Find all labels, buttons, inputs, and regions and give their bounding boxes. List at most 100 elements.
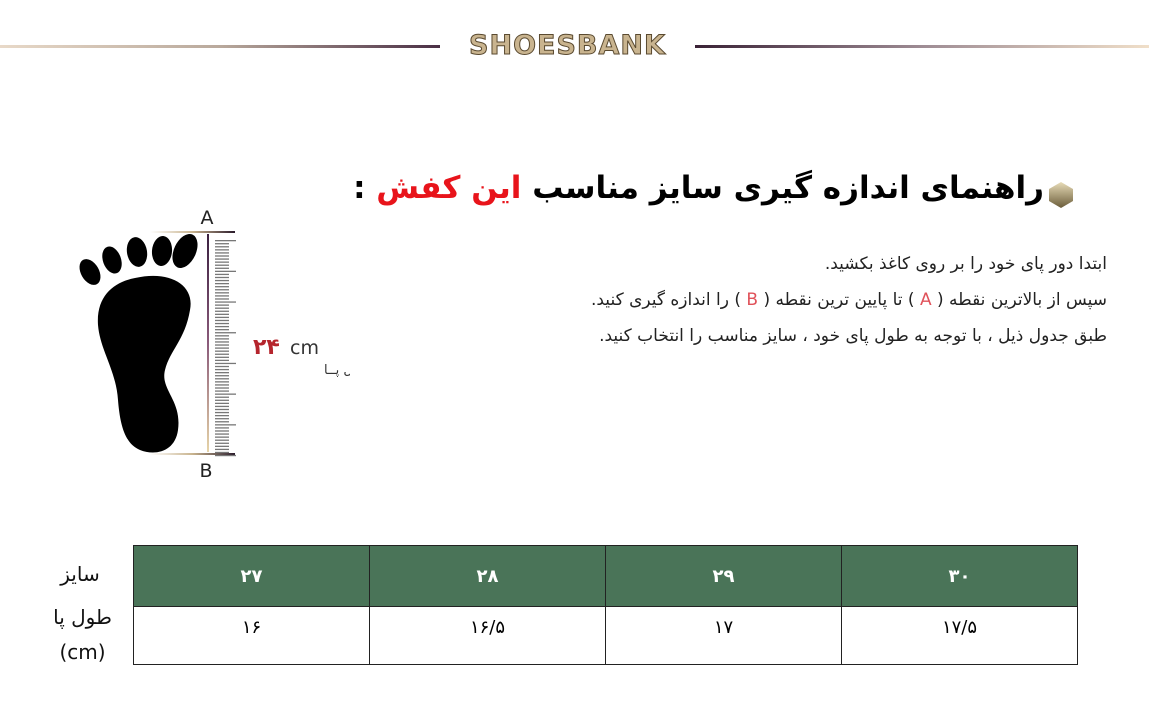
length-value: ۲۴ <box>253 335 280 360</box>
ruler-tick <box>215 454 236 457</box>
instruction-line-3: طبق جدول ذیل ، با توجه به طول پای خود ، … <box>599 326 1107 346</box>
ruler-tick <box>215 273 229 276</box>
ruler-tick <box>215 418 229 420</box>
length-row: ۱۶ ۱۶/۵ ۱۷ ۱۷/۵ <box>133 606 1078 665</box>
ruler-tick <box>215 313 229 315</box>
ruler-tick <box>215 448 229 451</box>
length-row-label: طول پا <box>53 605 112 629</box>
length-unit: cm <box>290 337 319 359</box>
header-divider-right <box>695 45 1149 48</box>
size-cell: ۳۰ <box>841 545 1078 607</box>
ruler-tick <box>215 445 229 447</box>
ruler-tick <box>215 378 229 380</box>
instruction-line-1: ابتدا دور پای خود را بر روی کاغذ بکشید. <box>824 254 1107 274</box>
hexagon-bullet-icon <box>1049 182 1073 208</box>
length-row-unit: (cm) <box>59 640 106 664</box>
text: ) تا پایین ترین نقطه ( <box>758 290 920 310</box>
ruler-tick <box>215 344 229 346</box>
ruler-tick <box>215 414 229 417</box>
ruler-tick <box>215 301 236 303</box>
ruler-tick <box>215 372 229 374</box>
ruler-tick <box>215 246 229 248</box>
ruler-tick <box>215 276 229 279</box>
point-a: A <box>919 290 932 310</box>
point-b: B <box>746 290 759 310</box>
ruler-tick <box>215 442 229 444</box>
ruler-tick <box>215 384 229 386</box>
ruler-tick <box>215 375 229 377</box>
text: ) را اندازه گیری کنید. <box>590 290 747 310</box>
ruler-tick <box>215 286 229 288</box>
ruler-tick <box>215 325 229 328</box>
ruler-tick <box>215 439 229 441</box>
ruler-tick <box>215 436 229 438</box>
size-cell: ۲۹ <box>605 545 842 607</box>
ruler-tick <box>215 433 229 435</box>
ruler-tick <box>215 258 229 260</box>
top-line-a <box>150 231 235 233</box>
ruler-tick <box>215 252 229 254</box>
ruler-tick <box>215 368 229 371</box>
ruler-tick <box>215 298 229 300</box>
label-b: B <box>199 460 212 482</box>
brand-logo: SHOESBANK <box>469 30 666 62</box>
ruler-ticks <box>215 240 236 457</box>
size-table: ۲۷ ۲۸ ۲۹ ۳۰ ۱۶ ۱۶/۵ ۱۷ ۱۷/۵ <box>133 545 1078 665</box>
page-title: راهنمای اندازه گیری سایز مناسب این کفش : <box>353 170 1044 206</box>
ruler-tick <box>215 408 229 411</box>
title-colon: : <box>353 170 377 206</box>
size-row: ۲۷ ۲۸ ۲۹ ۳۰ <box>133 545 1078 607</box>
instructions: ابتدا دور پای خود را بر روی کاغذ بکشید. … <box>591 246 1107 354</box>
length-cell: ۱۷/۵ <box>841 606 1078 665</box>
ruler-tick <box>215 424 236 426</box>
ruler-tick <box>215 451 229 454</box>
size-cell: ۲۷ <box>133 545 370 607</box>
header-divider-left <box>0 45 440 48</box>
title-highlight: این کفش <box>376 170 522 206</box>
ruler-tick <box>215 365 229 368</box>
ruler-tick <box>215 347 229 349</box>
length-cell: ۱۶ <box>133 606 370 665</box>
ruler-tick <box>215 307 229 309</box>
ruler-tick <box>215 387 229 389</box>
ruler-tick <box>215 304 229 306</box>
length-cell: ۱۷ <box>605 606 842 665</box>
ruler-tick <box>215 267 229 269</box>
ruler-tick <box>215 359 229 362</box>
ruler-tick <box>215 261 229 263</box>
ruler-tick <box>215 350 229 352</box>
ruler-tick <box>215 338 229 340</box>
ruler-tick <box>215 243 229 245</box>
size-row-label: سایز <box>60 562 100 586</box>
ruler-axis <box>207 234 209 452</box>
text: سپس از بالاترین نقطه ( <box>931 290 1107 310</box>
ruler-tick <box>215 282 229 285</box>
ruler-tick <box>215 356 229 358</box>
ruler-tick <box>215 381 229 383</box>
ruler-tick <box>215 316 229 319</box>
ruler-tick <box>215 390 229 392</box>
ruler-tick <box>215 295 229 297</box>
length-cell: ۱۶/۵ <box>369 606 606 665</box>
ruler-tick <box>215 341 229 343</box>
ruler-tick <box>215 310 229 312</box>
ruler-tick <box>215 319 229 322</box>
title-main: راهنمای اندازه گیری سایز مناسب <box>532 170 1044 206</box>
foot-measurement-illustration: A B ۲۴ cm طــول پــا <box>79 207 350 482</box>
ruler-tick <box>215 255 229 257</box>
ruler-tick <box>215 249 229 251</box>
ruler-tick <box>215 335 229 337</box>
ruler-tick <box>215 421 229 423</box>
ruler-tick <box>215 264 229 266</box>
ruler-tick <box>215 270 236 272</box>
ruler-tick <box>215 393 236 395</box>
ruler-tick <box>215 405 229 408</box>
ruler-tick <box>215 322 229 325</box>
size-cell: ۲۸ <box>369 545 606 607</box>
label-a: A <box>201 207 214 229</box>
ruler-tick <box>215 396 229 398</box>
foot-icon <box>79 234 198 453</box>
ruler-tick <box>215 240 236 242</box>
ruler-tick <box>215 332 236 334</box>
ruler-tick <box>215 427 229 429</box>
